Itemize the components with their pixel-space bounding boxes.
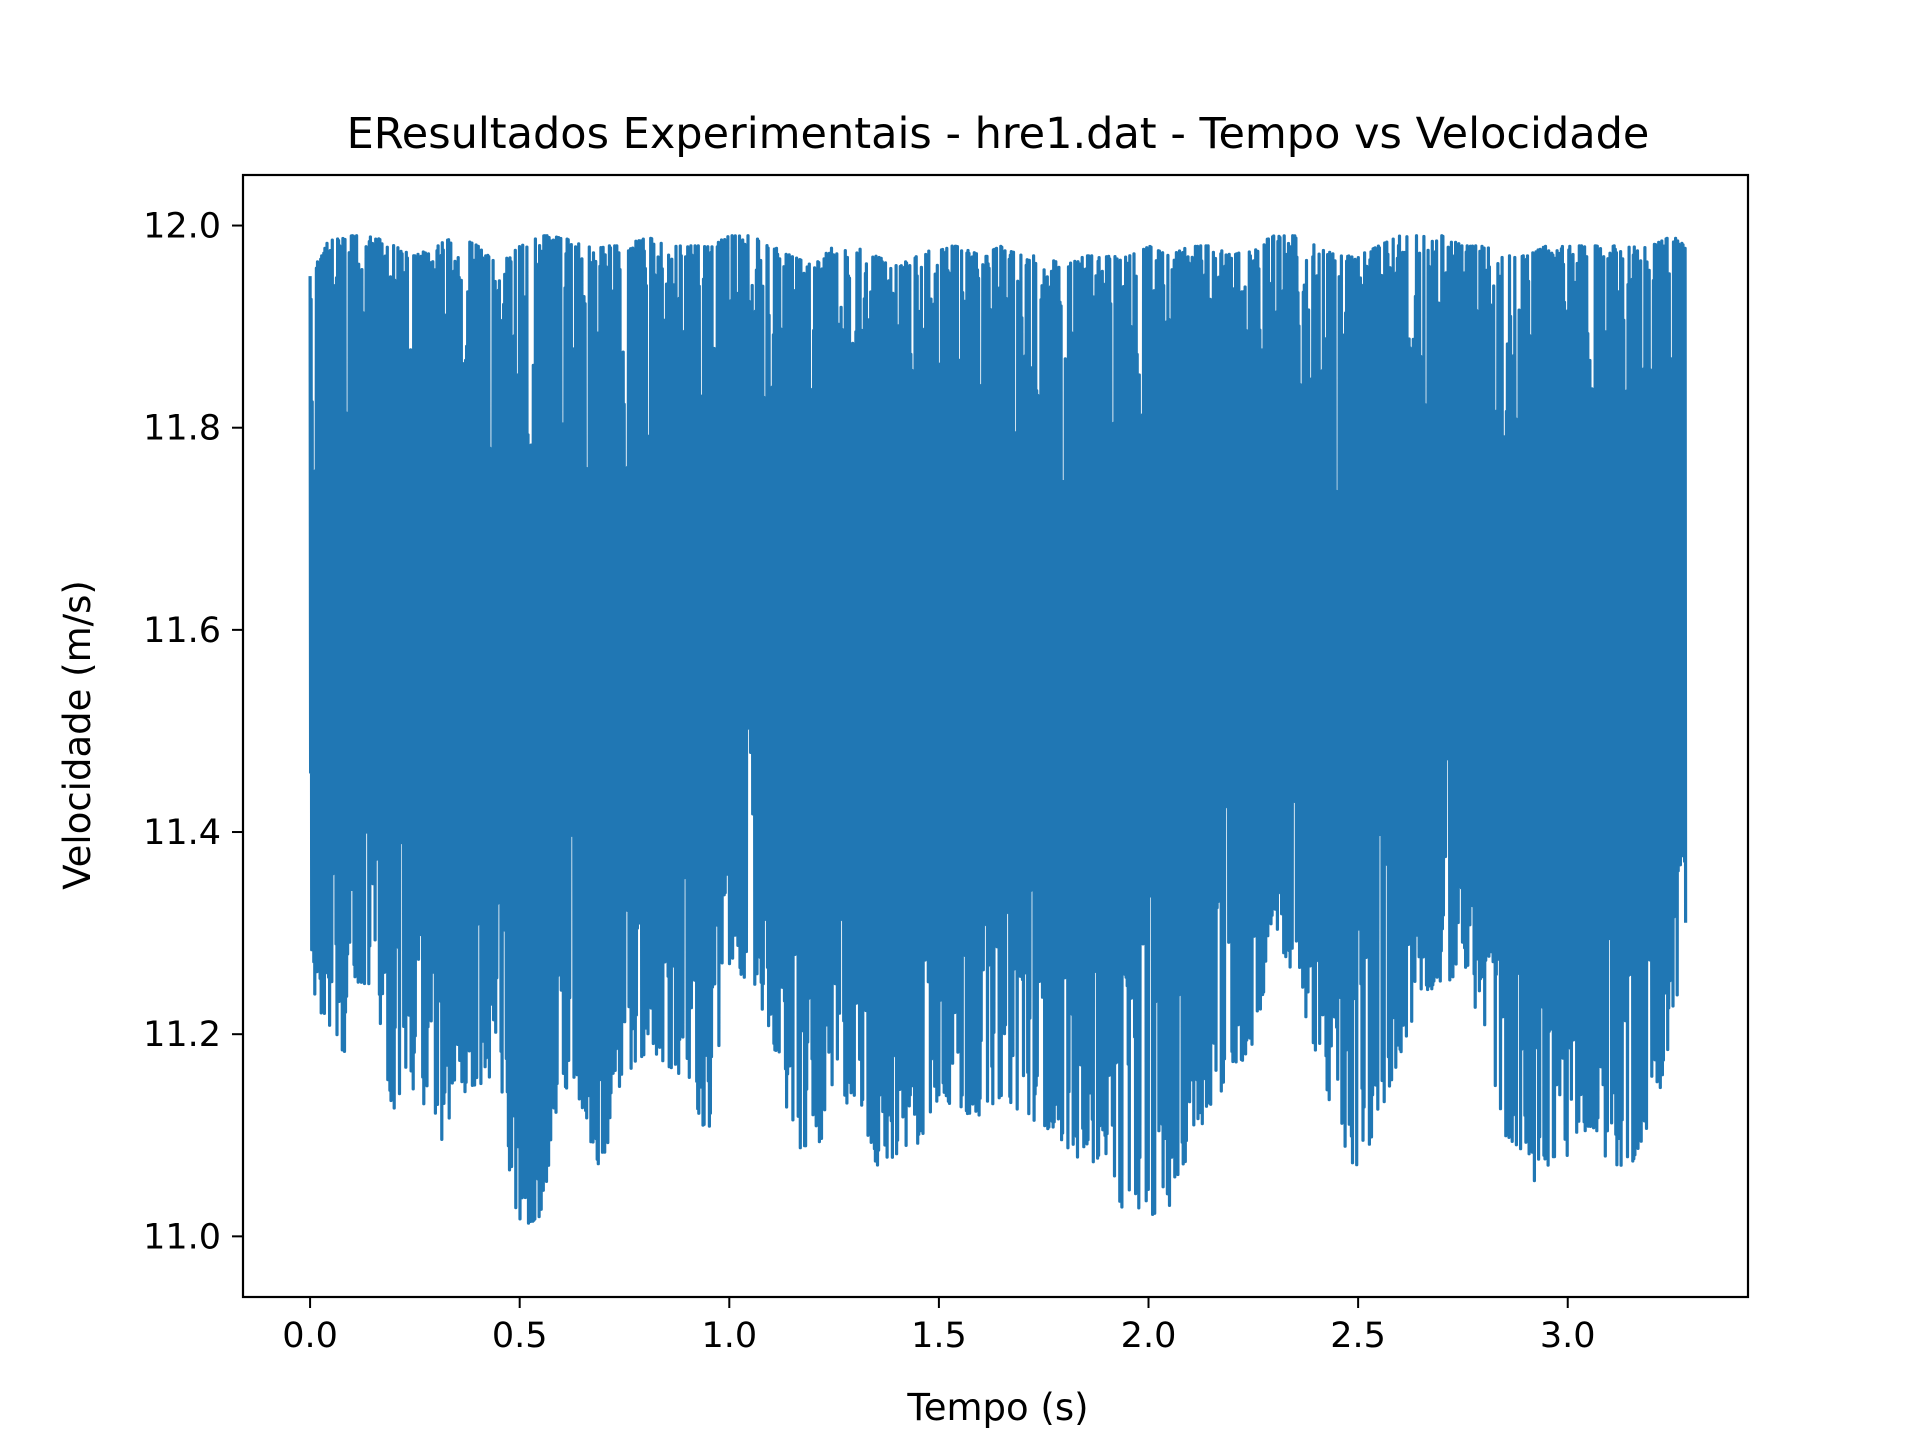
y-axis-label: Velocidade (m/s)	[56, 580, 99, 890]
x-tick-label: 2.5	[1330, 1316, 1386, 1356]
plot-frame	[241, 173, 1750, 1299]
y-tick-label: 11.8	[143, 409, 221, 449]
x-tick-label: 1.0	[701, 1316, 757, 1356]
y-tick-label: 11.4	[143, 813, 221, 853]
x-tick-label: 0.0	[282, 1316, 338, 1356]
y-axis: 11.0 11.2 11.4 11.6 11.8 12.0	[143, 207, 243, 1257]
plot-area	[241, 173, 1750, 1299]
y-tick-label: 11.0	[143, 1217, 221, 1257]
y-tick-label: 11.2	[143, 1015, 221, 1055]
x-tick-label: 0.5	[492, 1316, 548, 1356]
series-layer	[308, 234, 1688, 1225]
chart-title: EResultados Experimentais - hre1.dat - T…	[347, 109, 1650, 159]
y-tick-label: 12.0	[143, 207, 221, 247]
series-line-0	[308, 234, 1688, 1225]
x-tick-label: 1.5	[911, 1316, 967, 1356]
x-tick-label: 2.0	[1121, 1316, 1177, 1356]
y-tick-label: 11.6	[143, 611, 221, 651]
x-axis: 0.0 0.5 1.0 1.5 2.0 2.5 3.0	[282, 1297, 1596, 1356]
x-axis-label: Tempo (s)	[906, 1386, 1088, 1429]
x-tick-label: 3.0	[1540, 1316, 1596, 1356]
